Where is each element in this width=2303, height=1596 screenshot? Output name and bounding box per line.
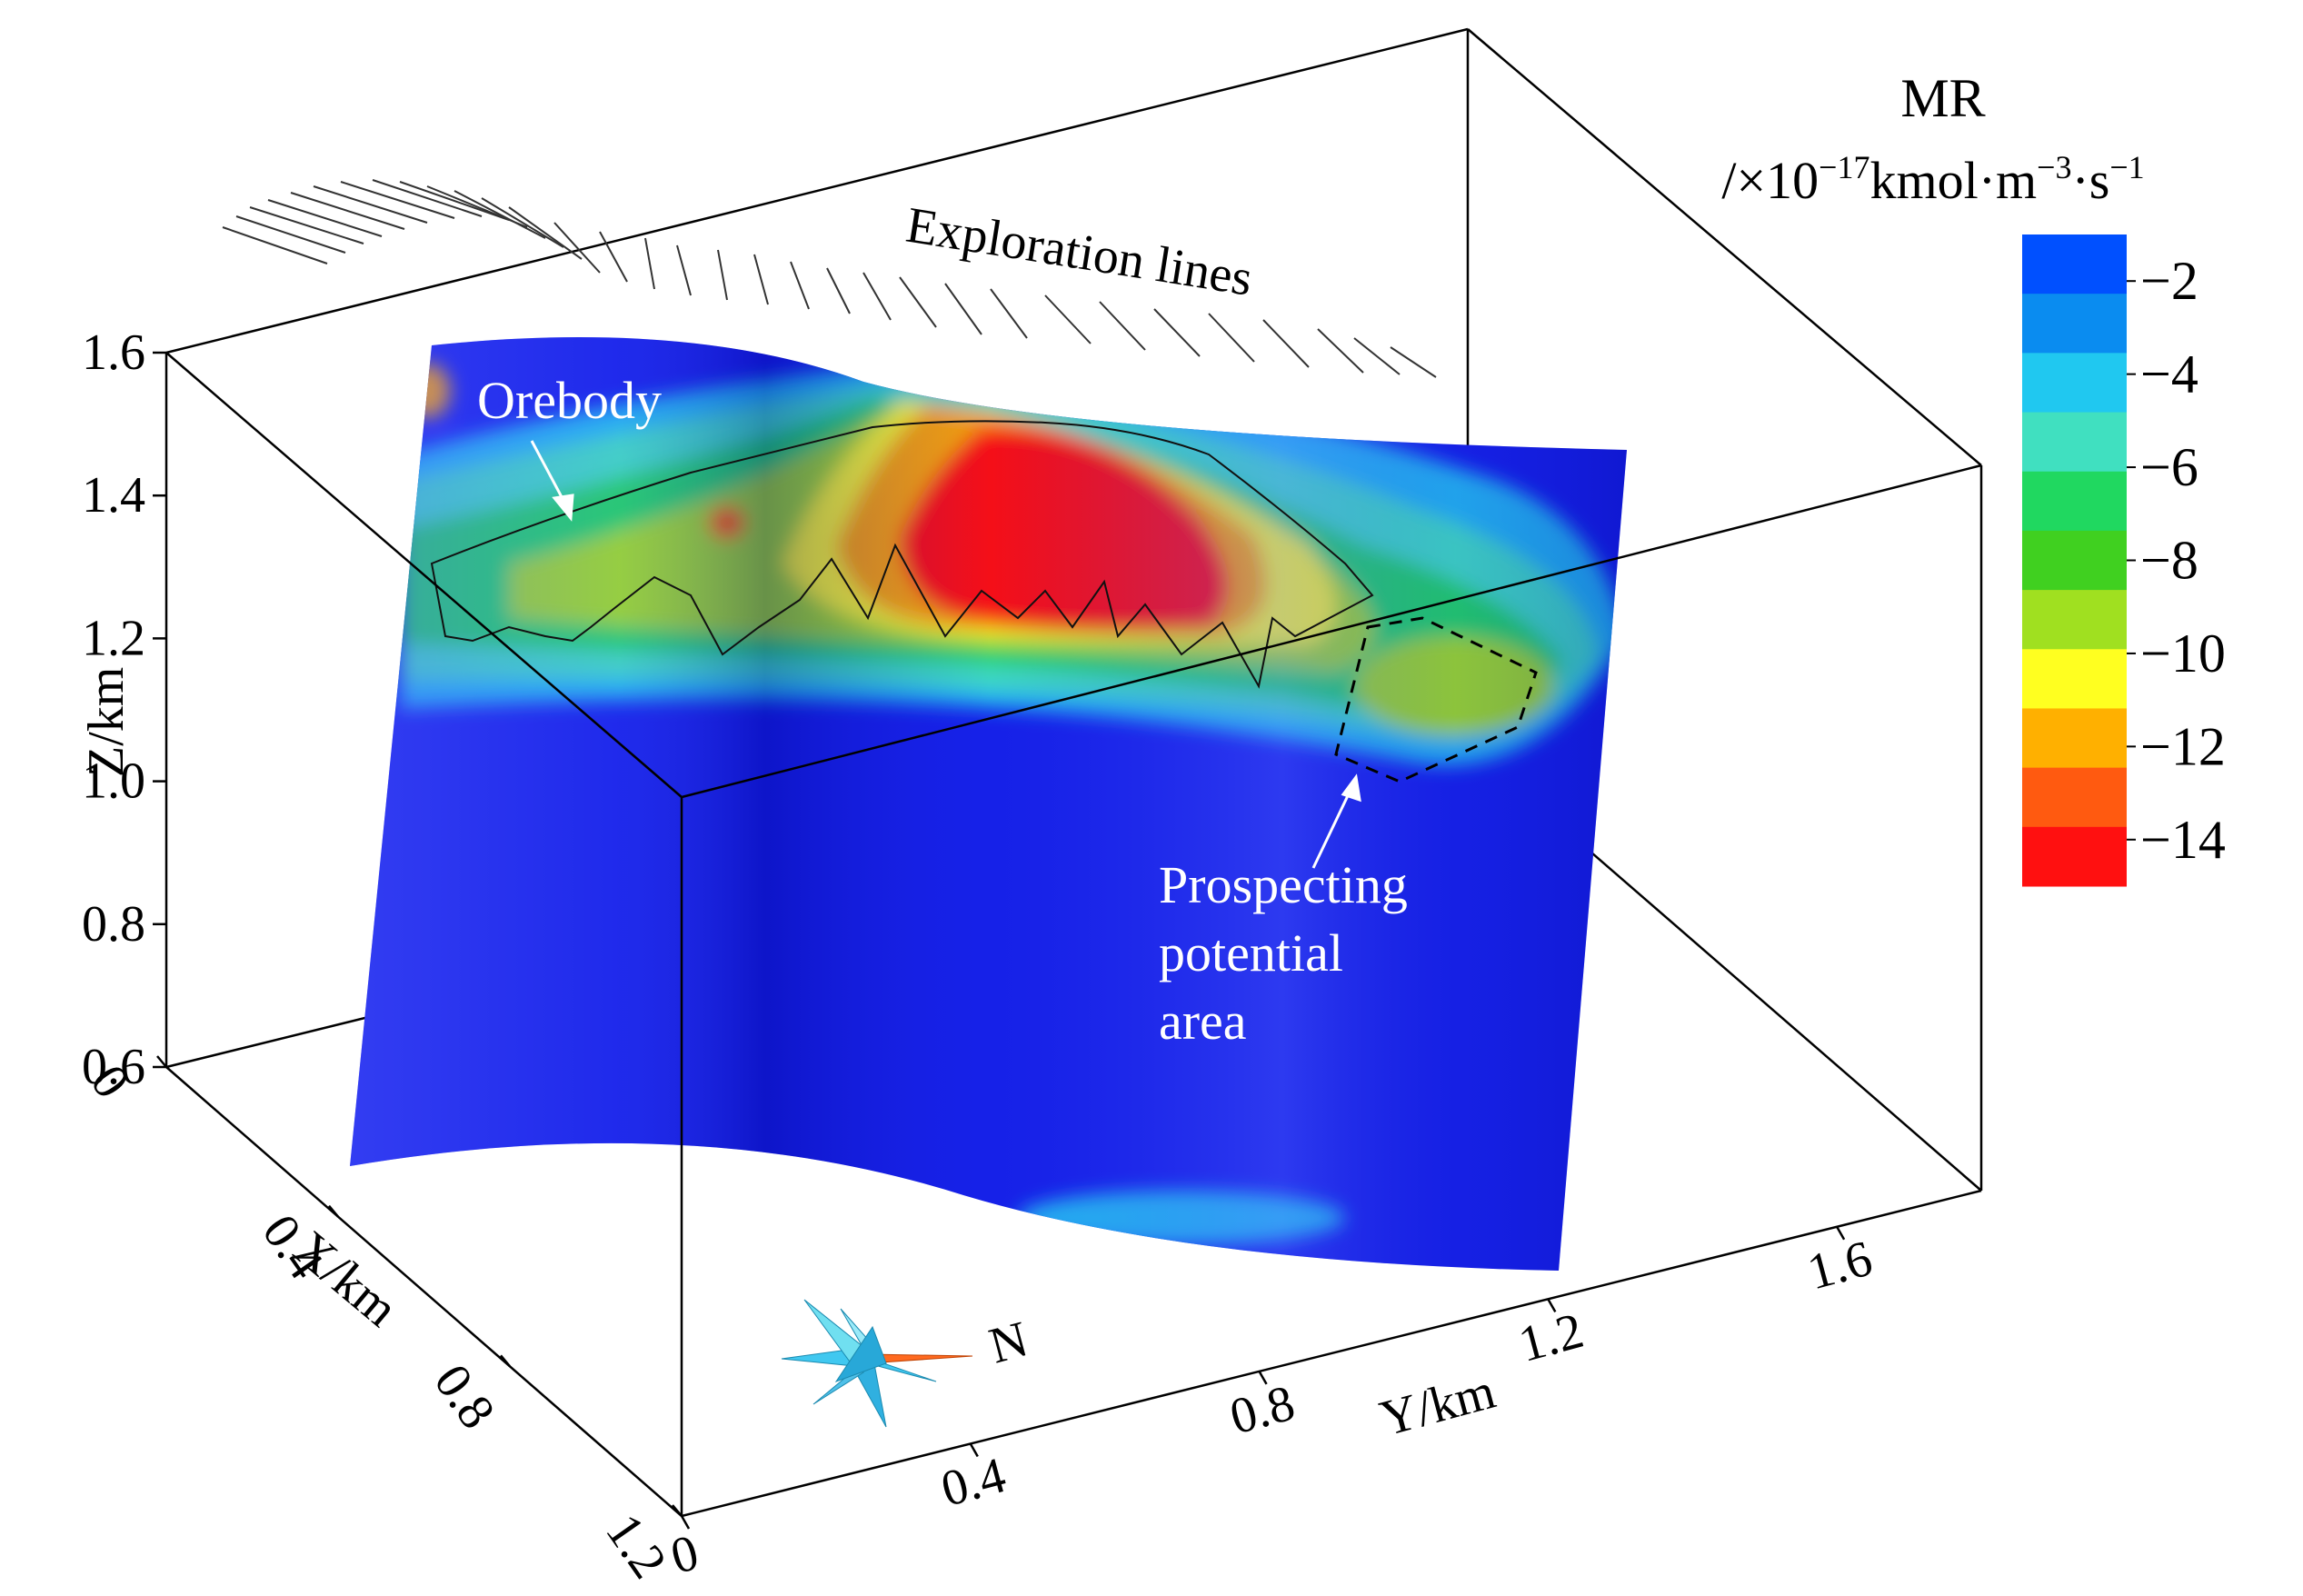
exploration-line-12 <box>508 206 583 260</box>
exploration-line-29 <box>1262 319 1310 368</box>
y-tick-3 <box>1547 1298 1557 1312</box>
prospecting-label-1: Prospecting <box>1159 855 1408 914</box>
exploration-line-13 <box>553 222 601 274</box>
exploration-line-17 <box>717 249 728 301</box>
exploration-line-5 <box>313 185 428 224</box>
colorbar-swatch-5 <box>2022 530 2127 591</box>
prospecting-label-3: area <box>1159 992 1247 1051</box>
y-tick-1 <box>969 1442 979 1458</box>
z-axis: 1.6 1.4 1.2 1.0 0.8 0.6 <box>82 324 166 1095</box>
exploration-line-10 <box>454 190 546 239</box>
exploration-lines <box>222 179 1437 378</box>
x-tick-1 <box>328 1204 339 1218</box>
z-tick-label-4: 0.8 <box>82 896 145 953</box>
y-axis-label: Y/km <box>1374 1363 1500 1448</box>
y-axis: 0 0.4 0.8 1.2 1.6 <box>665 1226 1879 1585</box>
colorbar: −2 −4 −6 −8 −10 −12 −14 <box>2022 234 2226 887</box>
colorbar-tick-label-1: −4 <box>2140 344 2198 404</box>
colorbar-swatch-6 <box>2022 590 2127 650</box>
prospecting-outline <box>1334 616 1538 783</box>
z-tick-label-3: 1.0 <box>82 753 145 810</box>
orebody-arrow <box>530 440 574 522</box>
y-tick-label-2: 0.8 <box>1224 1374 1301 1445</box>
y-tick-4 <box>1836 1226 1846 1241</box>
exploration-line-8 <box>399 181 510 221</box>
colorbar-swatch-0 <box>2022 234 2127 294</box>
z-tick-label-1: 1.4 <box>82 467 145 524</box>
exploration-line-27 <box>1153 308 1201 357</box>
exploration-line-23 <box>944 283 982 335</box>
colorbar-tick-label-2: −6 <box>2140 437 2198 497</box>
z-tick-label-0: 1.6 <box>82 324 145 381</box>
exploration-line-24 <box>990 288 1028 339</box>
exploration-line-16 <box>676 244 692 296</box>
y-tick-2 <box>1258 1371 1268 1385</box>
exploration-line-31 <box>1353 337 1401 375</box>
y-tick-label-1: 0.4 <box>935 1447 1012 1518</box>
mr-surface <box>350 337 1627 1271</box>
colorbar-swatch-8 <box>2022 708 2127 769</box>
exploration-line-25 <box>1044 294 1092 344</box>
exploration-line-0 <box>222 226 328 264</box>
x-tick-label-2: 0.8 <box>423 1354 505 1439</box>
z-tick-label-2: 1.2 <box>82 610 145 666</box>
x-tick-label-3: 1.2 <box>594 1504 677 1589</box>
exploration-line-4 <box>290 192 405 230</box>
colorbar-title: MR <box>1900 68 1985 128</box>
exploration-line-14 <box>599 231 628 283</box>
colorbar-tick-label-0: −2 <box>2140 251 2198 311</box>
prospecting-arrow <box>1311 773 1361 869</box>
x-tick-3 <box>672 1504 683 1517</box>
orebody-label: Orebody <box>477 371 662 430</box>
exploration-line-28 <box>1208 313 1255 363</box>
exploration-line-21 <box>862 272 892 321</box>
exploration-line-1 <box>235 215 346 254</box>
y-tick-0 <box>680 1515 691 1530</box>
exploration-line-22 <box>899 276 937 328</box>
colorbar-tick-label-6: −14 <box>2140 810 2226 870</box>
exploration-line-26 <box>1099 301 1146 351</box>
y-tick-label-4: 1.6 <box>1802 1230 1879 1301</box>
colorbar-swatch-9 <box>2022 767 2127 828</box>
colorbar-swatch-2 <box>2022 353 2127 414</box>
prospecting-label-2: potential <box>1159 923 1343 983</box>
colorbar-tick-label-3: −8 <box>2140 531 2198 591</box>
colorbar-unit: /×10−17kmol·m−3·s−1 <box>1721 149 2144 210</box>
exploration-line-3 <box>267 199 383 237</box>
y-tick-label-0: 0 <box>665 1524 704 1585</box>
y-tick-label-3: 1.2 <box>1513 1302 1590 1373</box>
colorbar-swatch-1 <box>2022 294 2127 354</box>
exploration-line-11 <box>481 197 564 248</box>
orebody-outline <box>430 420 1374 689</box>
colorbar-swatch-3 <box>2022 412 2127 473</box>
exploration-line-19 <box>790 261 810 310</box>
exploration-line-7 <box>372 179 483 217</box>
colorbar-swatch-7 <box>2022 649 2127 709</box>
north-compass-icon <box>781 1299 973 1428</box>
colorbar-tick-label-4: −10 <box>2140 623 2226 683</box>
exploration-line-6 <box>340 181 455 219</box>
z-axis-label: Z/km <box>78 667 135 777</box>
x-tick-0 <box>156 1055 167 1068</box>
exploration-line-32 <box>1390 346 1437 378</box>
exploration-line-18 <box>753 254 769 305</box>
colorbar-tick-label-5: −12 <box>2140 716 2226 776</box>
colorbar-swatch-10 <box>2022 826 2127 887</box>
exploration-lines-label: Exploration lines <box>902 197 1256 307</box>
exploration-line-20 <box>826 267 851 314</box>
x-tick-2 <box>500 1354 511 1368</box>
exploration-line-15 <box>644 237 655 290</box>
z-tick-label-5: 0.6 <box>82 1039 145 1095</box>
colorbar-swatch-4 <box>2022 471 2127 532</box>
bounding-box-front <box>165 352 1983 1518</box>
exploration-line-30 <box>1317 328 1364 374</box>
exploration-line-2 <box>249 206 364 244</box>
north-label: N <box>983 1311 1033 1374</box>
